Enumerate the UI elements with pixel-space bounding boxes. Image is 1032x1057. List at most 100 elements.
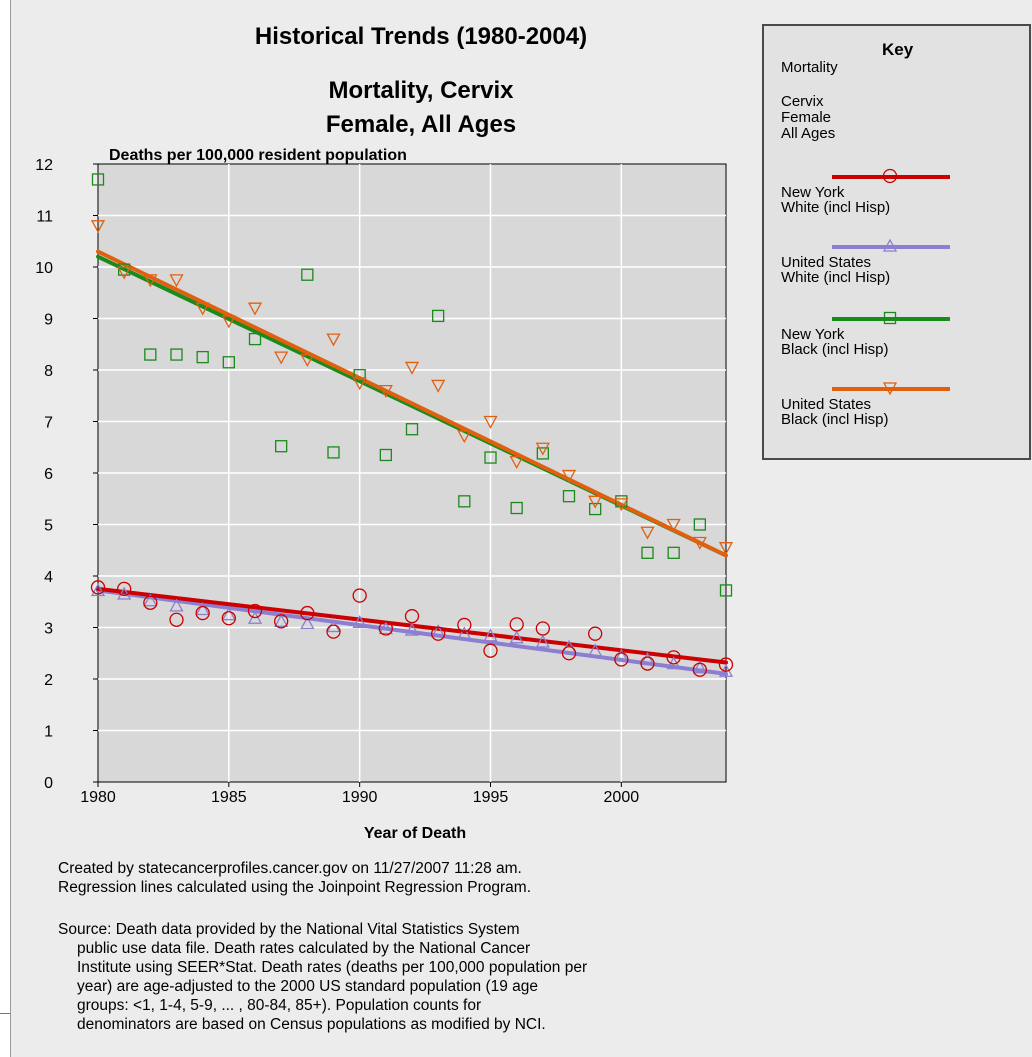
data-point-series-0 (143, 595, 158, 610)
x-tick-label: 1995 (473, 789, 509, 806)
legend-sample-ny-white (832, 168, 950, 184)
data-point-series-1 (274, 613, 289, 627)
data-point-series-1 (169, 598, 184, 612)
data-point-series-0 (483, 643, 498, 658)
data-point-series-0 (718, 657, 734, 672)
data-point-series-1 (221, 607, 236, 621)
data-point-series-0 (326, 624, 341, 639)
legend-label-line: United States (781, 396, 872, 413)
data-point-series-3 (404, 361, 420, 375)
data-point-series-3 (666, 518, 681, 532)
data-point-series-0 (535, 621, 550, 636)
data-point-series-3 (352, 377, 367, 391)
legend-measure: Mortality (781, 59, 838, 76)
chart-subtitle-line-1: Mortality, Cervix (329, 77, 515, 104)
legend-sample-ny-black (832, 311, 950, 325)
data-point-series-3 (640, 526, 655, 540)
legend-label-line: White (incl Hisp) (781, 199, 891, 216)
data-point-series-3 (326, 333, 341, 347)
y-axis-label: Deaths per 100,000 resident population (109, 147, 407, 164)
data-point-series-0 (640, 656, 655, 671)
chart-title: Historical Trends (1980-2004) (255, 23, 587, 50)
data-point-series-2 (170, 348, 183, 361)
data-point-series-2 (91, 173, 105, 186)
data-point-series-3 (431, 379, 446, 393)
data-point-series-1 (588, 643, 603, 657)
data-point-series-2 (562, 490, 576, 503)
data-point-series-1 (614, 648, 629, 662)
grid-lines (98, 164, 726, 782)
data-point-series-2 (536, 447, 549, 460)
data-point-series-3 (509, 456, 524, 470)
data-point-series-1 (300, 616, 315, 630)
source-note-line: Institute using SEER*Stat. Death rates (… (77, 959, 588, 976)
data-point-series-0 (90, 580, 106, 595)
data-point-series-2 (353, 368, 366, 382)
source-note-line: groups: <1, 1-4, 5-9, ... , 80-84, 85+).… (77, 997, 482, 1014)
data-point-series-1 (692, 660, 707, 674)
data-point-series-0 (666, 650, 681, 665)
source-note-line: denominators are based on Census populat… (77, 1016, 546, 1033)
y-tick-label: 7 (44, 415, 53, 432)
data-point-series-0 (509, 617, 524, 632)
data-point-series-1 (457, 626, 472, 640)
y-tick-label: 0 (44, 775, 53, 792)
legend-age: All Ages (781, 125, 836, 142)
data-point-series-3 (117, 266, 132, 280)
data-point-series-0 (614, 652, 629, 667)
data-point-series-1 (640, 652, 655, 666)
data-point-series-3 (483, 415, 498, 429)
data-point-series-3 (561, 469, 577, 483)
legend-sample-marker (882, 382, 898, 396)
chart-svg: Historical Trends (1980-2004) Mortality,… (35, 23, 734, 842)
legend-title: Key (882, 40, 914, 59)
data-point-series-3 (143, 274, 158, 288)
data-point-series-0 (431, 626, 446, 641)
legend-label-us-white: United States White (incl Hisp) (781, 255, 890, 285)
data-point-series-0 (692, 662, 707, 677)
data-point-series-2 (458, 495, 471, 508)
data-point-series-2 (196, 350, 209, 364)
chart-subtitle-line-2: Female, All Ages (326, 111, 516, 138)
data-point-series-0 (404, 609, 420, 624)
data-point-series-2 (301, 268, 314, 281)
legend-sample-us-black (832, 382, 950, 396)
data-point-series-2 (719, 584, 733, 597)
data-point-series-2 (641, 546, 654, 559)
legend-sample-us-white (832, 238, 950, 252)
data-point-series-1 (117, 586, 132, 600)
data-point-series-2 (615, 495, 628, 508)
source-note: Source: Death data provided by the Natio… (58, 920, 587, 1034)
y-tick-label: 9 (44, 312, 53, 329)
y-tick-label: 1 (44, 724, 53, 741)
legend-label-us-black: United States Black (incl Hisp) (781, 397, 889, 427)
data-point-series-2 (118, 263, 131, 276)
y-tick-label: 4 (44, 569, 53, 586)
y-tick-label: 8 (44, 363, 53, 380)
data-point-series-1 (195, 602, 210, 616)
data-point-series-0 (378, 621, 393, 636)
data-point-series-3 (195, 302, 210, 316)
edge-tick (0, 1013, 10, 1014)
data-point-series-1 (378, 621, 393, 635)
data-point-series-0 (352, 588, 367, 603)
chart-frame: Historical Trends (1980-2004) Mortality,… (10, 0, 1032, 1057)
data-point-series-1 (352, 614, 367, 628)
data-point-series-2 (144, 348, 157, 361)
source-note-line: Source: Death data provided by the Natio… (58, 921, 520, 938)
data-point-series-3 (300, 354, 315, 368)
legend-label-line: Black (incl Hisp) (781, 341, 889, 358)
legend-sample-marker (883, 311, 897, 325)
data-point-series-1 (431, 624, 446, 638)
legend-label-ny-black: New York Black (incl Hisp) (781, 327, 889, 357)
legend-sample-marker (882, 168, 898, 184)
data-point-series-1 (483, 628, 498, 642)
data-point-series-1 (247, 610, 263, 624)
created-note-line: Created by statecancerprofiles.cancer.go… (58, 860, 522, 877)
x-tick-label: 1990 (342, 789, 378, 806)
data-point-series-3 (692, 536, 707, 550)
data-point-series-3 (90, 220, 106, 234)
data-point-series-1 (561, 639, 577, 653)
legend-label-line: Black (incl Hisp) (781, 411, 889, 428)
